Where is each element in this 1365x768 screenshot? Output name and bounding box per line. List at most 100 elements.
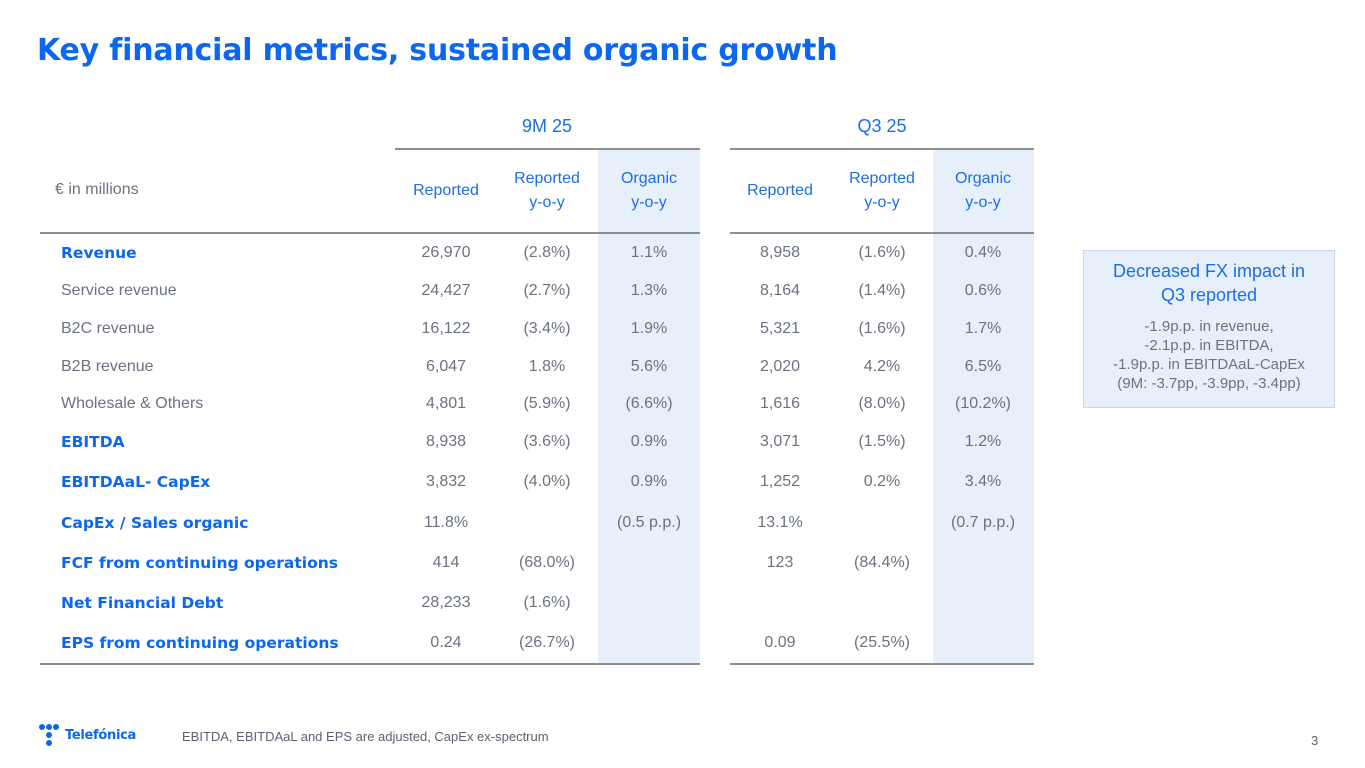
table-cell: 8,164 xyxy=(759,282,801,299)
fx-impact-callout: Decreased FX impact in Q3 reported -1.9p.… xyxy=(1083,250,1335,408)
column-header-line: Reported xyxy=(747,182,813,199)
table-cell: (25.5%) xyxy=(853,634,911,651)
group-label: 9M 25 xyxy=(521,116,573,136)
table-cell: 3.4% xyxy=(964,473,1002,490)
table-cell: (1.5%) xyxy=(858,433,906,450)
table-cell: 8,938 xyxy=(425,433,467,450)
table-cell: 1.3% xyxy=(630,282,668,299)
column-header-line: Reported xyxy=(849,170,915,187)
table-cell: 414 xyxy=(432,554,460,571)
callout-title-line: Decreased FX impact in xyxy=(1112,261,1306,281)
row-label: B2C revenue xyxy=(61,320,155,337)
table-cell: (1.6%) xyxy=(858,320,906,337)
table-cell: 16,122 xyxy=(421,320,471,337)
table-cell: 11.8% xyxy=(423,514,469,531)
callout-title: Decreased FX impact in Q3 reported xyxy=(1084,259,1334,307)
header-rule-left xyxy=(40,232,700,234)
table-cell: 0.09 xyxy=(764,634,796,651)
column-header: Organic y-o-y xyxy=(933,167,1033,215)
logo-text: Telefónica xyxy=(65,727,137,743)
callout-body-line: -1.9p.p. in EBITDAaL-CapEx xyxy=(1113,356,1305,373)
table-cell: 1.8% xyxy=(528,358,566,375)
table-cell: 26,970 xyxy=(421,244,471,261)
table-cell: (1.6%) xyxy=(523,594,571,611)
table-cell: (3.6%) xyxy=(523,433,571,450)
callout-body-line: -2.1p.p. in EBITDA, xyxy=(1144,337,1274,354)
table-cell: 0.24 xyxy=(430,634,462,651)
telefonica-logo-icon xyxy=(39,724,59,746)
column-header-line: Reported xyxy=(413,182,479,199)
bottom-rule-left xyxy=(40,663,700,665)
table-cell: 0.9% xyxy=(630,433,668,450)
table-cell: 3,071 xyxy=(759,433,801,450)
table-cell: (1.4%) xyxy=(858,282,906,299)
table-cell: 5,321 xyxy=(759,320,801,337)
column-header: Organic y-o-y xyxy=(599,167,699,215)
column-header-line: Organic xyxy=(954,170,1012,187)
table-cell: 1.2% xyxy=(964,433,1002,450)
column-header-line: y-o-y xyxy=(529,194,565,211)
table-cell: (2.7%) xyxy=(523,282,571,299)
table-cell: 1.7% xyxy=(964,320,1002,337)
row-label: EBITDA xyxy=(61,433,125,451)
table-cell: (4.0%) xyxy=(523,473,571,490)
header-rule-q3 xyxy=(730,232,1034,234)
table-cell: 1,252 xyxy=(759,473,801,490)
column-header-line: Organic xyxy=(620,170,678,187)
table-cell: (0.5 p.p.) xyxy=(616,514,682,531)
table-cell: 1,616 xyxy=(759,395,801,412)
unit-label: € in millions xyxy=(55,181,139,198)
column-header-line: y-o-y xyxy=(965,194,1001,211)
table-cell: (2.8%) xyxy=(523,244,571,261)
table-cell: 8,958 xyxy=(759,244,801,261)
callout-body: -1.9p.p. in revenue, -2.1p.p. in EBITDA, -… xyxy=(1084,317,1334,393)
organic-column-highlight-9m xyxy=(598,149,700,664)
column-header-line: y-o-y xyxy=(864,194,900,211)
table-cell: 4.2% xyxy=(863,358,901,375)
group-rule-q3 xyxy=(730,148,1034,150)
table-cell: (1.6%) xyxy=(858,244,906,261)
telefonica-logo: Telefónica xyxy=(39,724,136,746)
row-label: Service revenue xyxy=(61,282,177,299)
table-cell: 0.9% xyxy=(630,473,668,490)
column-header: Reported xyxy=(396,179,496,203)
table-cell: (0.7 p.p.) xyxy=(950,514,1016,531)
table-cell: 6.5% xyxy=(964,358,1002,375)
organic-column-highlight-q3 xyxy=(933,149,1034,664)
table-cell: (26.7%) xyxy=(518,634,576,651)
callout-body-line: (9M: -3.7pp, -3.9pp, -3.4pp) xyxy=(1117,375,1301,392)
table-cell: 28,233 xyxy=(421,594,471,611)
table-cell: 0.2% xyxy=(863,473,901,490)
table-cell: (84.4%) xyxy=(853,554,911,571)
table-cell: (8.0%) xyxy=(858,395,906,412)
table-cell: 4,801 xyxy=(425,395,467,412)
column-header-line: Reported xyxy=(514,170,580,187)
table-cell: 1.1% xyxy=(630,244,668,261)
column-header-line: y-o-y xyxy=(631,194,667,211)
footnote: EBITDA, EBITDAaL and EPS are adjusted, C… xyxy=(182,729,549,744)
bottom-rule-q3 xyxy=(730,663,1034,665)
row-label: Wholesale & Others xyxy=(61,395,204,412)
table-cell: 24,427 xyxy=(421,282,471,299)
table-cell: 2,020 xyxy=(759,358,801,375)
row-label: Revenue xyxy=(61,244,137,262)
row-label: EPS from continuing operations xyxy=(61,634,339,652)
table-cell: 123 xyxy=(766,554,794,571)
financial-metrics-table: € in millions 9M 25 Reported Reported y-o-y… xyxy=(40,116,1034,665)
table-cell: (5.9%) xyxy=(523,395,571,412)
callout-body-line: -1.9p.p. in revenue, xyxy=(1144,318,1274,335)
page-title: Key financial metrics, sustained organic… xyxy=(37,33,838,68)
group-label: Q3 25 xyxy=(857,116,907,136)
table-cell: 5.6% xyxy=(630,358,668,375)
table-cell: (10.2%) xyxy=(954,395,1012,412)
row-label: FCF from continuing operations xyxy=(61,554,339,572)
table-cell: 6,047 xyxy=(425,358,467,375)
column-header: Reported xyxy=(730,179,830,203)
page-number: 3 xyxy=(1311,733,1319,748)
table-cell: (3.4%) xyxy=(523,320,571,337)
callout-title-line: Q3 reported xyxy=(1160,285,1258,305)
table-cell: 0.4% xyxy=(964,244,1002,261)
table-cell: (6.6%) xyxy=(625,395,673,412)
row-label: CapEx / Sales organic xyxy=(61,514,249,532)
table-cell: (68.0%) xyxy=(518,554,576,571)
